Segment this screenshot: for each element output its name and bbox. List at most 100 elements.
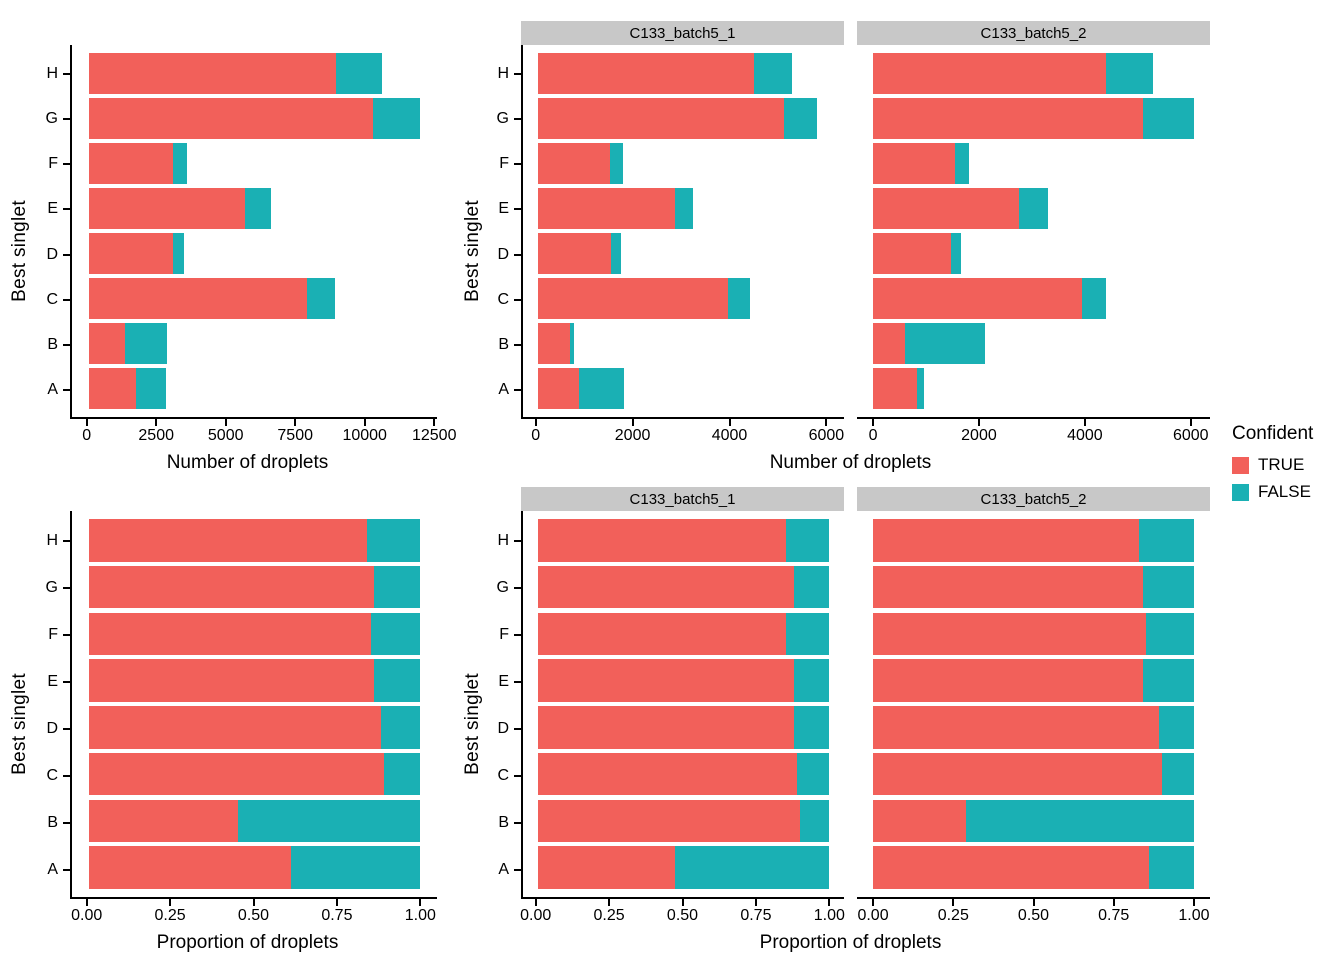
y-tick-row: C: [40, 752, 70, 799]
y-tick-mark: [63, 389, 70, 392]
bar-segment-false: [916, 368, 924, 409]
y-tick-label: D: [46, 245, 58, 263]
x-tick-mark: [728, 419, 731, 426]
bar-segment-true: [873, 752, 1162, 796]
bar-segment-false: [124, 323, 168, 364]
bar-segment-true: [537, 612, 786, 656]
bar-offset: [523, 368, 538, 409]
bar-row: [523, 231, 844, 276]
bar-offset: [857, 566, 873, 609]
legend-label-true: TRUE: [1258, 455, 1305, 474]
y-tick-label: A: [47, 381, 58, 399]
stacked-bar: [72, 323, 437, 364]
bar-segment-true: [88, 233, 173, 274]
y-tick-row: D: [40, 232, 70, 277]
y-tick-mark: [514, 117, 521, 120]
bar-offset: [523, 519, 538, 562]
bar-row: [523, 704, 844, 751]
y-tick-label: G: [496, 578, 509, 596]
stacked-bar: [857, 143, 1210, 184]
bar-offset: [523, 53, 538, 94]
y-tick-mark: [63, 633, 70, 636]
bar-offset: [523, 98, 538, 139]
x-axis-title: Number of droplets: [166, 452, 329, 473]
y-tick-row: B: [491, 799, 521, 846]
stacked-bar: [857, 233, 1210, 274]
stacked-bar: [72, 565, 437, 609]
bar-offset: [523, 613, 538, 656]
stacked-bar: [72, 368, 437, 409]
panel-column: 0.00 0.25 0.50 0.75 1.00: [70, 487, 437, 929]
bar-row: [857, 657, 1210, 704]
bar-row: [523, 844, 844, 891]
panel: [521, 45, 844, 419]
bar-segment-false: [797, 752, 830, 796]
bar-offset: [72, 53, 89, 94]
plot-counts-faceted: Best singlet H G F E D C B A C133_batch5_1 0 2000 4…: [455, 0, 1210, 480]
bar-segment-true: [873, 368, 917, 409]
bar-row: [857, 321, 1210, 366]
x-tick-mark: [1192, 899, 1195, 906]
bar-row: [72, 844, 437, 891]
y-tick-label: C: [497, 290, 509, 308]
y-tick-row: H: [491, 517, 521, 564]
bar-segment-true: [537, 519, 786, 562]
facet-strip: C133_batch5_2: [857, 21, 1210, 45]
stacked-bar: [523, 188, 844, 229]
bar-segment-true: [873, 565, 1143, 609]
bar-row: [523, 798, 844, 845]
y-tick-mark: [63, 868, 70, 871]
y-tick-mark: [514, 344, 521, 347]
y-tick-mark: [63, 727, 70, 730]
bar-segment-true: [873, 612, 1146, 656]
y-tick-row: F: [491, 611, 521, 658]
y-tick-row: F: [491, 142, 521, 187]
panel: [857, 45, 1210, 419]
x-tick-mark: [872, 899, 875, 906]
legend-label-false: FALSE: [1258, 482, 1311, 501]
x-tick-label: 0: [868, 427, 878, 444]
bar-row: [857, 141, 1210, 186]
y-tick-row: E: [40, 187, 70, 232]
bar-segment-true: [873, 323, 905, 364]
bar-row: [523, 51, 844, 96]
stacked-bar: [857, 752, 1210, 796]
x-tick-label: 0.75: [1098, 907, 1130, 924]
stacked-bar: [523, 143, 844, 184]
stacked-bar: [72, 659, 437, 702]
bar-segment-false: [754, 53, 792, 94]
y-tick-row: A: [491, 368, 521, 413]
stacked-bar: [523, 323, 844, 364]
y-tick-label: E: [47, 672, 58, 690]
bar-row: [523, 366, 844, 411]
bar-segment-false: [244, 188, 272, 229]
bar-row: [523, 186, 844, 231]
stacked-bar: [523, 565, 844, 609]
facet-strip-spacer: [70, 21, 437, 45]
legend: Confident TRUE FALSE: [1210, 0, 1344, 960]
facet-strip: C133_batch5_1: [521, 21, 844, 45]
panel-column: C133_batch5_2 0 2000 4000 6000: [857, 21, 1210, 449]
stacked-bar: [857, 278, 1210, 319]
y-tick-label: E: [47, 200, 58, 218]
y-tick-row: D: [491, 232, 521, 277]
bar-row: [72, 51, 437, 96]
bar-row: [857, 611, 1210, 658]
y-tick-row: H: [40, 517, 70, 564]
y-axis-title: Best singlet: [9, 199, 30, 302]
bar-segment-true: [873, 846, 1149, 889]
y-tick-row: G: [491, 96, 521, 141]
y-tick-mark: [514, 774, 521, 777]
y-axis-title-column: Best singlet: [455, 487, 491, 960]
bar-row: [72, 231, 437, 276]
bar-offset: [857, 98, 873, 139]
y-tick-mark: [514, 586, 521, 589]
x-tick-mark: [1083, 419, 1086, 426]
bar-row: [523, 517, 844, 564]
y-tick-row: D: [40, 705, 70, 752]
bar-segment-true: [537, 752, 798, 796]
bar-row: [523, 564, 844, 611]
bar-row: [523, 751, 844, 798]
bar-segment-true: [88, 188, 245, 229]
